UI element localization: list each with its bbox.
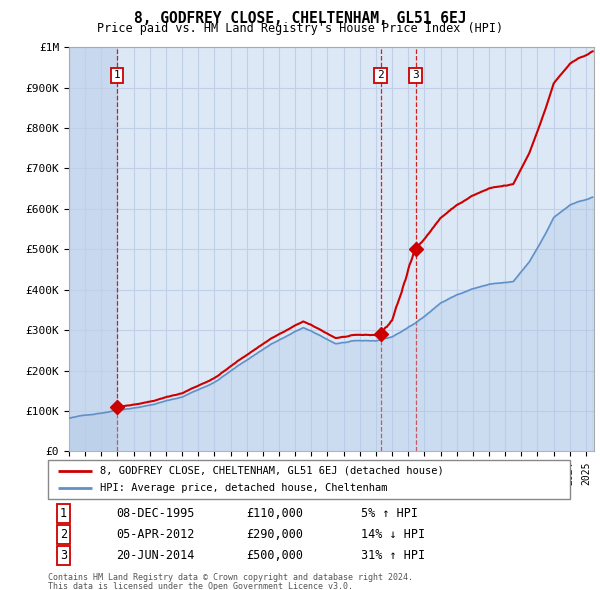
Text: 1: 1: [113, 70, 120, 80]
Text: 08-DEC-1995: 08-DEC-1995: [116, 507, 194, 520]
Text: 3: 3: [60, 549, 67, 562]
Text: 5% ↑ HPI: 5% ↑ HPI: [361, 507, 418, 520]
Text: Price paid vs. HM Land Registry's House Price Index (HPI): Price paid vs. HM Land Registry's House …: [97, 22, 503, 35]
Text: 20-JUN-2014: 20-JUN-2014: [116, 549, 194, 562]
Text: 31% ↑ HPI: 31% ↑ HPI: [361, 549, 425, 562]
Text: 2: 2: [60, 528, 67, 541]
Text: HPI: Average price, detached house, Cheltenham: HPI: Average price, detached house, Chel…: [100, 483, 388, 493]
Text: 14% ↓ HPI: 14% ↓ HPI: [361, 528, 425, 541]
Text: 2: 2: [377, 70, 384, 80]
Bar: [69, 47, 117, 451]
Text: 05-APR-2012: 05-APR-2012: [116, 528, 194, 541]
Text: £500,000: £500,000: [247, 549, 304, 562]
Text: 8, GODFREY CLOSE, CHELTENHAM, GL51 6EJ: 8, GODFREY CLOSE, CHELTENHAM, GL51 6EJ: [134, 11, 466, 25]
Text: 8, GODFREY CLOSE, CHELTENHAM, GL51 6EJ (detached house): 8, GODFREY CLOSE, CHELTENHAM, GL51 6EJ (…: [100, 466, 444, 476]
FancyBboxPatch shape: [48, 460, 570, 499]
Text: £290,000: £290,000: [247, 528, 304, 541]
Text: 3: 3: [412, 70, 419, 80]
Text: Contains HM Land Registry data © Crown copyright and database right 2024.: Contains HM Land Registry data © Crown c…: [48, 573, 413, 582]
Text: This data is licensed under the Open Government Licence v3.0.: This data is licensed under the Open Gov…: [48, 582, 353, 590]
Text: £110,000: £110,000: [247, 507, 304, 520]
Text: 1: 1: [60, 507, 67, 520]
